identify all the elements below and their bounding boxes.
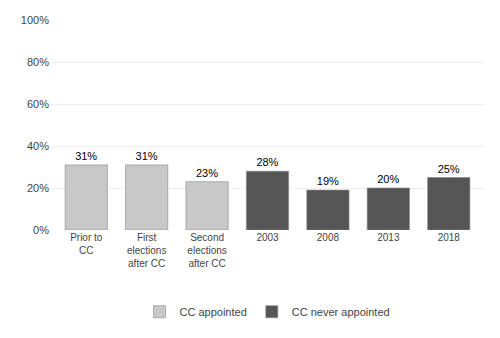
svg-text:2013: 2013 [377, 232, 400, 243]
svg-text:CC appointed: CC appointed [180, 306, 247, 318]
svg-text:Prior toCC: Prior toCC [70, 232, 103, 256]
svg-text:Firstelectionsafter CC: Firstelectionsafter CC [127, 232, 166, 269]
svg-text:20%: 20% [27, 182, 49, 194]
svg-text:2018: 2018 [438, 232, 461, 243]
svg-text:40%: 40% [27, 140, 49, 152]
svg-text:80%: 80% [27, 56, 49, 68]
svg-text:31%: 31% [136, 150, 158, 162]
svg-text:31%: 31% [75, 150, 97, 162]
svg-text:2003: 2003 [256, 232, 279, 243]
svg-text:60%: 60% [27, 98, 49, 110]
svg-text:2008: 2008 [317, 232, 340, 243]
svg-text:28%: 28% [256, 156, 278, 168]
svg-text:100%: 100% [21, 14, 49, 26]
svg-text:19%: 19% [317, 175, 339, 187]
svg-text:CC never appointed: CC never appointed [292, 306, 390, 318]
svg-text:25%: 25% [438, 163, 460, 175]
svg-text:0%: 0% [33, 224, 49, 236]
svg-text:20%: 20% [377, 173, 399, 185]
svg-text:23%: 23% [196, 167, 218, 179]
svg-text:Secondelectionsafter CC: Secondelectionsafter CC [187, 232, 226, 269]
